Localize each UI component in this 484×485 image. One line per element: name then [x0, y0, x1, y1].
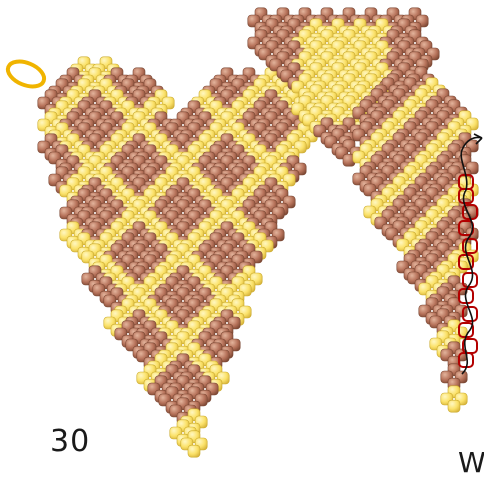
- bead-yellow: [187, 444, 201, 458]
- ring-icon: [5, 59, 47, 89]
- arrow-head-icon: [473, 133, 483, 145]
- highlighted-bead: [462, 272, 478, 288]
- highlighted-bead: [458, 254, 474, 270]
- bead-yellow: [447, 399, 461, 413]
- next-step-letter: W: [458, 446, 484, 479]
- thread-path-overlay: [5, 59, 483, 375]
- highlighted-bead: [462, 238, 478, 254]
- thread-arrow-icon: [460, 136, 483, 375]
- bead-grid: [37, 7, 479, 458]
- highlighted-bead: [462, 306, 478, 322]
- step-number-label: 30: [50, 424, 91, 459]
